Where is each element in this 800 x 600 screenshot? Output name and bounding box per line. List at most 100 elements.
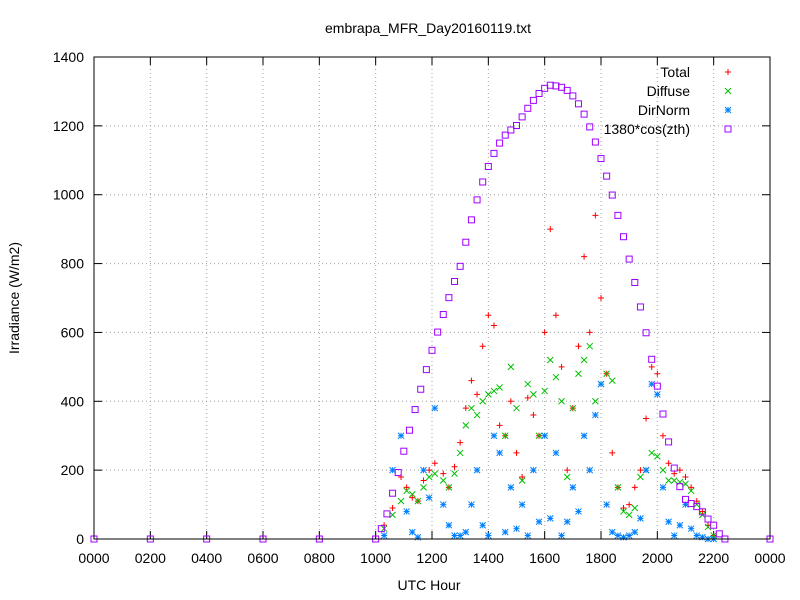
data-point [704, 523, 712, 531]
data-point [473, 411, 481, 419]
data-point [592, 397, 599, 405]
data-point [519, 474, 526, 481]
data-point [529, 96, 537, 104]
data-point [535, 432, 543, 440]
x-tick-label: 0400 [191, 550, 222, 566]
data-point [563, 86, 571, 94]
data-point [439, 311, 447, 319]
y-tick-label: 400 [61, 393, 85, 409]
data-point [524, 394, 531, 401]
data-point [535, 518, 543, 526]
data-point [451, 470, 458, 477]
data-point [592, 411, 599, 419]
data-point [524, 104, 532, 112]
data-point [403, 484, 410, 491]
y-tick-label: 200 [61, 462, 85, 478]
data-point [631, 484, 638, 491]
data-point [380, 532, 388, 539]
x-tick-label: 0200 [135, 550, 166, 566]
data-point [468, 501, 475, 508]
data-point [417, 385, 425, 393]
data-point [547, 226, 554, 233]
data-point [580, 356, 588, 364]
series-0 [381, 212, 717, 539]
data-point [631, 504, 639, 512]
data-point [468, 404, 475, 412]
legend-marker [724, 106, 732, 114]
data-point [530, 466, 537, 474]
data-point [507, 126, 515, 134]
data-point [389, 505, 396, 512]
data-point [501, 432, 509, 440]
data-point [614, 484, 622, 491]
data-point [552, 82, 560, 90]
data-point [637, 467, 644, 474]
data-point [653, 391, 661, 398]
data-point [586, 123, 594, 131]
data-point [558, 532, 565, 539]
x-tick-label: 1200 [416, 550, 447, 566]
data-point [586, 342, 594, 350]
data-point [609, 449, 616, 456]
data-point [676, 521, 684, 529]
data-point [507, 398, 514, 405]
data-point [620, 533, 627, 541]
data-point [383, 510, 391, 518]
data-point [473, 466, 481, 474]
data-point [462, 528, 470, 536]
data-point [597, 380, 605, 388]
data-point [693, 498, 700, 505]
data-point [389, 489, 397, 497]
data-point [496, 139, 504, 147]
data-point [597, 155, 605, 163]
data-point [693, 532, 701, 539]
series-1 [380, 342, 718, 539]
legend-label: Diffuse [647, 83, 691, 99]
plot-frame [93, 56, 771, 540]
data-point [541, 329, 548, 336]
data-point [490, 149, 498, 157]
data-point [620, 505, 627, 512]
data-point [445, 521, 453, 529]
data-point [564, 467, 571, 474]
data-point [389, 466, 396, 474]
data-point [445, 484, 453, 491]
data-point [445, 294, 453, 302]
data-point [659, 466, 667, 474]
data-point [451, 277, 459, 285]
data-point [671, 470, 678, 477]
data-point [563, 473, 571, 481]
data-point [518, 501, 526, 508]
data-point [426, 467, 433, 474]
data-point [462, 238, 470, 246]
data-point [575, 343, 582, 350]
data-point [552, 312, 559, 319]
data-point [451, 463, 458, 470]
data-point [575, 370, 582, 378]
data-point [501, 528, 509, 536]
data-point [409, 494, 416, 501]
data-point [552, 449, 560, 457]
data-point [626, 501, 633, 508]
data-point [614, 211, 622, 219]
data-point [403, 508, 411, 515]
data-point [541, 84, 549, 92]
data-point [518, 477, 526, 484]
legend-label: Total [660, 64, 690, 80]
data-point [501, 131, 509, 139]
data-point [456, 449, 464, 457]
data-point [608, 377, 616, 384]
data-point [693, 503, 701, 511]
data-point [682, 501, 689, 508]
data-point [704, 515, 712, 523]
data-point [479, 178, 487, 186]
data-point [591, 138, 599, 146]
data-point [637, 514, 644, 522]
data-point [535, 89, 543, 97]
data-point [507, 363, 515, 371]
data-point [620, 233, 628, 241]
y-tick-label: 1000 [53, 187, 84, 203]
data-point [414, 533, 422, 541]
data-point [552, 373, 560, 381]
